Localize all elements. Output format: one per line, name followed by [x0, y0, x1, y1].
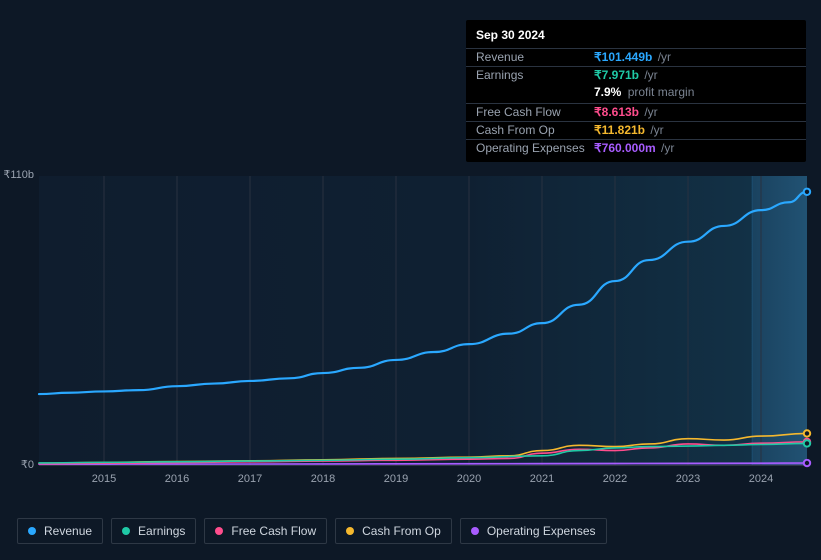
x-axis-label: 2016	[165, 473, 189, 485]
legend-label: Revenue	[44, 524, 92, 538]
legend-item-free-cash-flow[interactable]: Free Cash Flow	[204, 518, 327, 544]
tooltip-sub-metric: 7.9% profit margin	[466, 84, 806, 103]
legend-dot-icon	[346, 527, 354, 535]
tooltip-row: Operating Expenses₹760.000m /yr	[466, 139, 806, 157]
x-axis-label: 2020	[457, 473, 481, 485]
y-axis-label: ₹0	[21, 458, 34, 471]
tooltip-metric-label: Earnings	[476, 67, 594, 84]
x-axis-label: 2024	[749, 473, 773, 485]
tooltip-row: Earnings₹7.971b /yr	[466, 66, 806, 84]
legend-dot-icon	[215, 527, 223, 535]
legend-item-revenue[interactable]: Revenue	[17, 518, 103, 544]
legend-dot-icon	[28, 527, 36, 535]
legend-label: Operating Expenses	[487, 524, 596, 538]
tooltip-metric-value: ₹101.449b /yr	[594, 49, 671, 66]
chart-svg	[39, 176, 807, 465]
legend-item-earnings[interactable]: Earnings	[111, 518, 196, 544]
tooltip-date: Sep 30 2024	[466, 25, 806, 48]
x-axis-label: 2021	[530, 473, 554, 485]
chart-plot-area[interactable]	[39, 176, 807, 466]
x-axis-label: 2023	[676, 473, 700, 485]
legend-label: Free Cash Flow	[231, 524, 316, 538]
y-axis-label: ₹110b	[3, 168, 34, 181]
tooltip-metric-value: ₹7.971b /yr	[594, 67, 658, 84]
x-axis-label: 2017	[238, 473, 262, 485]
tooltip-metric-label: Cash From Op	[476, 122, 594, 139]
x-axis-label: 2022	[603, 473, 627, 485]
chart-legend: Revenue Earnings Free Cash Flow Cash From O…	[17, 518, 607, 544]
legend-item-operating-expenses[interactable]: Operating Expenses	[460, 518, 607, 544]
data-tooltip: Sep 30 2024 Revenue₹101.449b /yrEarnings…	[466, 20, 806, 162]
tooltip-metric-label: Operating Expenses	[476, 140, 594, 157]
financials-chart: ₹110b₹0 20152016201720182019202020212022…	[17, 158, 807, 503]
x-axis-label: 2019	[384, 473, 408, 485]
tooltip-metric-value: ₹8.613b /yr	[594, 104, 658, 121]
tooltip-metric-label: Free Cash Flow	[476, 104, 594, 121]
legend-dot-icon	[122, 527, 130, 535]
tooltip-row: Free Cash Flow₹8.613b /yr	[466, 103, 806, 121]
legend-label: Earnings	[138, 524, 185, 538]
legend-item-cash-from-op[interactable]: Cash From Op	[335, 518, 452, 544]
legend-label: Cash From Op	[362, 524, 441, 538]
tooltip-metric-value: ₹11.821b /yr	[594, 122, 664, 139]
tooltip-row: Cash From Op₹11.821b /yr	[466, 121, 806, 139]
tooltip-metric-value: ₹760.000m /yr	[594, 140, 674, 157]
tooltip-metric-label: Revenue	[476, 49, 594, 66]
x-axis-labels: 2015 2016 2017 2018 2019 2020 2021 2022 2023 2024	[39, 473, 807, 493]
x-axis-label: 2015	[92, 473, 116, 485]
legend-dot-icon	[471, 527, 479, 535]
x-axis-label: 2018	[311, 473, 335, 485]
tooltip-row: Revenue₹101.449b /yr	[466, 48, 806, 66]
